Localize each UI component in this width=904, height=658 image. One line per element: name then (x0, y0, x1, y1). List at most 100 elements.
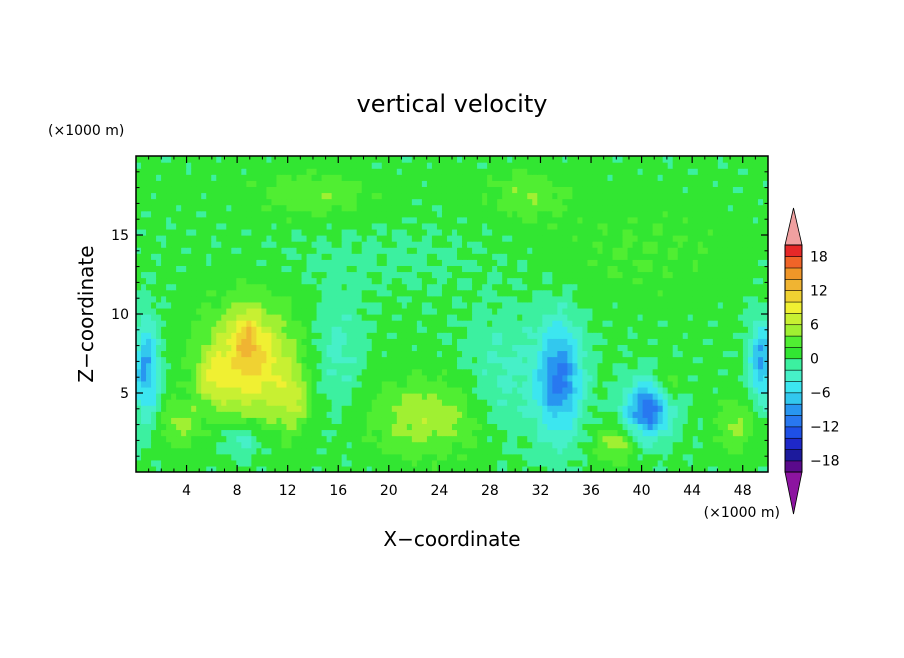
heatmap-cell (201, 368, 207, 376)
heatmap-cell (271, 320, 278, 327)
heatmap-cell (762, 265, 768, 273)
heatmap-cell (446, 259, 453, 266)
heatmap-cell (411, 295, 418, 303)
heatmap-cell (622, 247, 629, 254)
heatmap-cell (532, 399, 538, 406)
heatmap-cell (181, 320, 187, 327)
heatmap-cell (717, 435, 724, 443)
heatmap-cell (482, 362, 488, 370)
heatmap-cell (617, 411, 624, 418)
heatmap-cell (722, 399, 729, 406)
heatmap-cell (682, 453, 689, 461)
heatmap-cell (281, 253, 288, 260)
heatmap-cell (517, 368, 523, 376)
heatmap-cell (181, 374, 187, 382)
heatmap-cell (507, 247, 513, 254)
heatmap-cell (301, 289, 308, 297)
heatmap-cell (411, 277, 418, 285)
heatmap-cell (577, 344, 584, 352)
heatmap-cell (256, 350, 262, 358)
heatmap-cell (146, 247, 152, 254)
heatmap-cell (752, 235, 759, 242)
heatmap-cell (251, 429, 257, 437)
heatmap-cell (346, 320, 353, 327)
heatmap-cell (517, 405, 523, 412)
heatmap-cell (226, 368, 232, 376)
heatmap-cell (151, 374, 157, 382)
heatmap-cell (396, 417, 403, 424)
heatmap-cell (296, 465, 303, 472)
heatmap-cell (537, 314, 543, 321)
heatmap-cell (406, 393, 413, 400)
heatmap-cell (391, 289, 398, 297)
heatmap-cell (612, 271, 619, 279)
heatmap-cell (737, 320, 744, 327)
heatmap-cell (487, 326, 493, 333)
heatmap-cell (191, 332, 197, 339)
heatmap-cell (201, 344, 207, 352)
heatmap-cell (757, 441, 764, 449)
heatmap-cell (467, 423, 473, 431)
heatmap-cell (487, 368, 493, 376)
heatmap-cell (677, 380, 684, 388)
heatmap-cell (256, 447, 262, 455)
heatmap-cell (697, 344, 704, 352)
heatmap-cell (361, 399, 368, 406)
heatmap-cell (522, 271, 528, 279)
heatmap-cell (557, 459, 563, 467)
heatmap-cell (441, 277, 448, 285)
heatmap-cell (587, 386, 594, 394)
heatmap-cell (181, 332, 187, 339)
heatmap-cell (151, 441, 157, 449)
heatmap-cell (166, 344, 172, 352)
heatmap-cell (652, 405, 659, 412)
heatmap-cell (231, 289, 237, 297)
heatmap-cell (637, 247, 644, 254)
heatmap-cell (742, 259, 749, 266)
heatmap-cell (472, 253, 478, 260)
heatmap-cell (371, 465, 378, 472)
heatmap-cell (587, 362, 594, 370)
heatmap-cell (477, 338, 483, 345)
heatmap-cell (712, 314, 719, 321)
heatmap-cell (582, 338, 589, 345)
heatmap-cell (346, 235, 353, 242)
heatmap-cell (722, 362, 729, 370)
heatmap-cell (732, 374, 739, 382)
heatmap-cell (452, 307, 458, 315)
heatmap-cell (587, 326, 594, 333)
heatmap-cell (211, 253, 217, 260)
heatmap-cell (366, 241, 373, 248)
heatmap-cell (321, 356, 328, 364)
heatmap-cell (507, 459, 513, 467)
heatmap-cell (411, 386, 418, 394)
heatmap-cell (386, 356, 393, 364)
heatmap-cell (512, 362, 518, 370)
heatmap-cell (176, 465, 182, 472)
heatmap-cell (251, 374, 257, 382)
heatmap-cell (276, 405, 283, 412)
heatmap-cell (326, 447, 333, 455)
heatmap-cell (532, 314, 538, 321)
heatmap-cell (492, 344, 498, 352)
heatmap-cell (176, 259, 182, 266)
heatmap-cell (241, 301, 247, 309)
heatmap-cell (532, 453, 538, 461)
heatmap-cell (687, 441, 694, 449)
heatmap-cell (722, 441, 729, 449)
heatmap-cell (196, 289, 202, 297)
heatmap-cell (231, 259, 237, 266)
heatmap-cell (492, 417, 498, 424)
heatmap-cell (592, 241, 599, 248)
heatmap-cell (221, 386, 227, 394)
heatmap-cell (532, 247, 538, 254)
heatmap-cell (246, 307, 252, 315)
heatmap-cell (672, 241, 679, 248)
heatmap-cell (226, 386, 232, 394)
heatmap-cell (346, 265, 353, 273)
heatmap-cell (356, 411, 363, 418)
heatmap-cell (707, 283, 714, 291)
heatmap-cell (627, 283, 634, 291)
heatmap-cell (477, 253, 483, 260)
heatmap-cell (707, 429, 714, 437)
